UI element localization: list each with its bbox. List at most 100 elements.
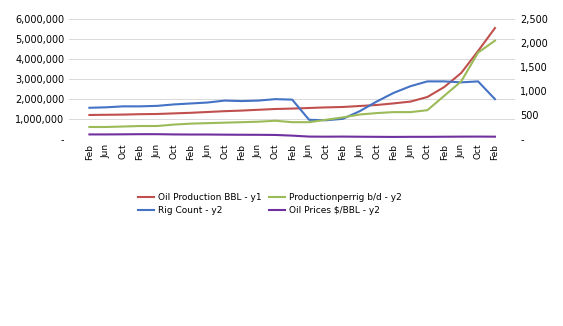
- Productionperrig b/d - y2: [289, 120, 296, 124]
- Productionperrig b/d - y2: [306, 120, 312, 124]
- Oil Production BBL - y1: [204, 110, 211, 114]
- Oil Production BBL - y1: [154, 112, 160, 116]
- Rig Count - y2: [407, 84, 414, 88]
- Oil Prices $/BBL - y2: [306, 135, 312, 139]
- Productionperrig b/d - y2: [221, 121, 228, 125]
- Oil Production BBL - y1: [441, 85, 448, 89]
- Rig Count - y2: [475, 80, 481, 83]
- Oil Production BBL - y1: [373, 103, 380, 107]
- Oil Production BBL - y1: [458, 71, 464, 75]
- Oil Prices $/BBL - y2: [491, 135, 498, 139]
- Rig Count - y2: [154, 104, 160, 108]
- Rig Count - y2: [171, 102, 177, 106]
- Rig Count - y2: [221, 99, 228, 103]
- Oil Prices $/BBL - y2: [137, 132, 144, 136]
- Productionperrig b/d - y2: [491, 39, 498, 43]
- Oil Production BBL - y1: [407, 100, 414, 104]
- Rig Count - y2: [120, 104, 127, 108]
- Oil Production BBL - y1: [356, 104, 363, 108]
- Rig Count - y2: [441, 80, 448, 83]
- Oil Prices $/BBL - y2: [356, 135, 363, 139]
- Rig Count - y2: [339, 117, 346, 121]
- Oil Production BBL - y1: [339, 105, 346, 109]
- Rig Count - y2: [187, 101, 194, 105]
- Productionperrig b/d - y2: [407, 110, 414, 114]
- Line: Rig Count - y2: Rig Count - y2: [90, 82, 495, 120]
- Oil Production BBL - y1: [390, 101, 397, 105]
- Oil Production BBL - y1: [289, 107, 296, 111]
- Productionperrig b/d - y2: [204, 121, 211, 125]
- Productionperrig b/d - y2: [171, 123, 177, 126]
- Oil Prices $/BBL - y2: [255, 133, 262, 137]
- Rig Count - y2: [323, 118, 329, 122]
- Oil Production BBL - y1: [272, 107, 279, 111]
- Oil Prices $/BBL - y2: [390, 135, 397, 139]
- Oil Production BBL - y1: [491, 26, 498, 30]
- Oil Prices $/BBL - y2: [221, 133, 228, 137]
- Rig Count - y2: [238, 99, 245, 103]
- Oil Production BBL - y1: [238, 109, 245, 112]
- Rig Count - y2: [306, 118, 312, 122]
- Productionperrig b/d - y2: [154, 124, 160, 128]
- Rig Count - y2: [255, 99, 262, 103]
- Rig Count - y2: [390, 91, 397, 95]
- Rig Count - y2: [137, 104, 144, 108]
- Oil Prices $/BBL - y2: [475, 135, 481, 139]
- Oil Prices $/BBL - y2: [154, 132, 160, 136]
- Productionperrig b/d - y2: [339, 115, 346, 119]
- Oil Production BBL - y1: [306, 106, 312, 110]
- Line: Oil Production BBL - y1: Oil Production BBL - y1: [90, 28, 495, 115]
- Rig Count - y2: [103, 105, 110, 109]
- Oil Prices $/BBL - y2: [323, 135, 329, 139]
- Rig Count - y2: [458, 81, 464, 84]
- Rig Count - y2: [373, 99, 380, 103]
- Oil Prices $/BBL - y2: [272, 133, 279, 137]
- Productionperrig b/d - y2: [187, 122, 194, 126]
- Productionperrig b/d - y2: [373, 111, 380, 115]
- Oil Prices $/BBL - y2: [204, 133, 211, 137]
- Oil Production BBL - y1: [187, 111, 194, 115]
- Productionperrig b/d - y2: [475, 51, 481, 54]
- Productionperrig b/d - y2: [424, 108, 431, 112]
- Oil Prices $/BBL - y2: [187, 133, 194, 137]
- Oil Production BBL - y1: [171, 111, 177, 115]
- Rig Count - y2: [272, 97, 279, 101]
- Line: Oil Prices $/BBL - y2: Oil Prices $/BBL - y2: [90, 134, 495, 137]
- Oil Prices $/BBL - y2: [441, 135, 448, 139]
- Productionperrig b/d - y2: [238, 120, 245, 124]
- Oil Prices $/BBL - y2: [339, 135, 346, 139]
- Productionperrig b/d - y2: [441, 94, 448, 98]
- Rig Count - y2: [204, 100, 211, 104]
- Oil Production BBL - y1: [424, 95, 431, 99]
- Productionperrig b/d - y2: [390, 110, 397, 114]
- Oil Production BBL - y1: [475, 49, 481, 53]
- Productionperrig b/d - y2: [86, 125, 93, 129]
- Productionperrig b/d - y2: [356, 112, 363, 116]
- Rig Count - y2: [491, 97, 498, 101]
- Oil Prices $/BBL - y2: [103, 132, 110, 136]
- Oil Production BBL - y1: [120, 112, 127, 116]
- Oil Production BBL - y1: [323, 105, 329, 109]
- Oil Prices $/BBL - y2: [458, 135, 464, 139]
- Oil Prices $/BBL - y2: [120, 132, 127, 136]
- Rig Count - y2: [86, 106, 93, 110]
- Productionperrig b/d - y2: [137, 124, 144, 128]
- Oil Production BBL - y1: [255, 108, 262, 112]
- Productionperrig b/d - y2: [120, 125, 127, 128]
- Productionperrig b/d - y2: [255, 120, 262, 124]
- Oil Prices $/BBL - y2: [238, 133, 245, 137]
- Oil Production BBL - y1: [103, 113, 110, 117]
- Productionperrig b/d - y2: [103, 125, 110, 129]
- Productionperrig b/d - y2: [272, 119, 279, 123]
- Legend: Oil Production BBL - y1, Rig Count - y2, Productionperrig b/d - y2, Oil Prices $: Oil Production BBL - y1, Rig Count - y2,…: [135, 189, 405, 219]
- Rig Count - y2: [289, 98, 296, 102]
- Line: Productionperrig b/d - y2: Productionperrig b/d - y2: [90, 41, 495, 127]
- Oil Prices $/BBL - y2: [424, 135, 431, 139]
- Oil Prices $/BBL - y2: [407, 135, 414, 139]
- Oil Prices $/BBL - y2: [171, 132, 177, 136]
- Oil Prices $/BBL - y2: [289, 134, 296, 138]
- Oil Production BBL - y1: [221, 109, 228, 113]
- Rig Count - y2: [424, 80, 431, 83]
- Oil Prices $/BBL - y2: [86, 132, 93, 136]
- Rig Count - y2: [356, 109, 363, 113]
